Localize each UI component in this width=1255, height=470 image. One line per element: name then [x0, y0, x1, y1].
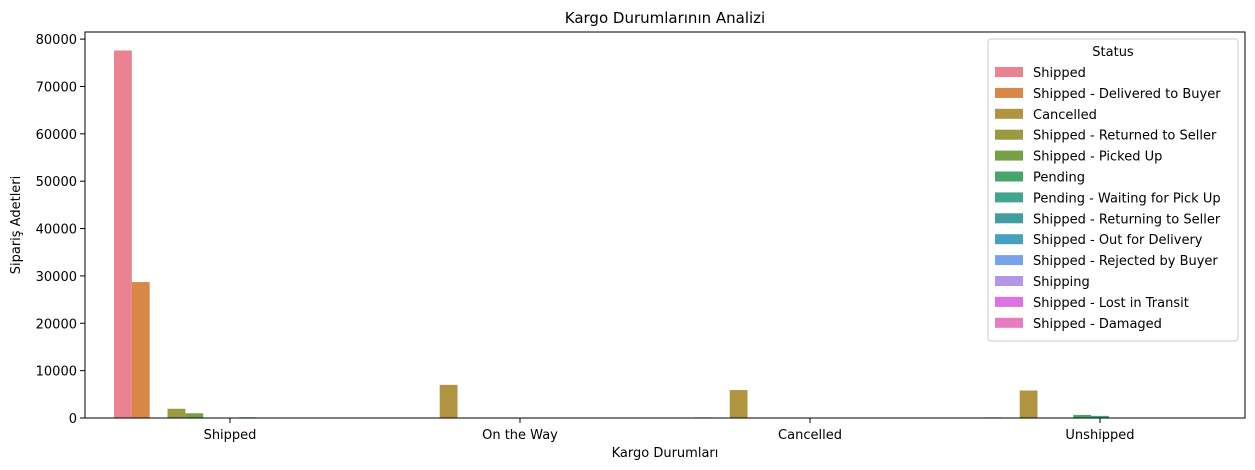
- legend-swatch: [995, 67, 1023, 77]
- legend-swatch: [995, 87, 1023, 98]
- bar-0-3: [167, 408, 186, 418]
- plot-frame: [84, 31, 1246, 419]
- legend-entry: Cancelled: [1033, 108, 1097, 123]
- legend-box: [987, 38, 1239, 342]
- y-tick-label: 50000: [36, 175, 77, 190]
- bar-3-5: [1073, 414, 1092, 418]
- bar-2-2: [729, 390, 748, 418]
- y-tick-label: 70000: [36, 80, 77, 95]
- legend: Status Shipped Shipped - Delivered to Buye…: [987, 38, 1239, 342]
- legend-swatch: [995, 276, 1023, 286]
- legend-swatch: [995, 129, 1023, 140]
- x-tick-label: On the Way: [482, 428, 558, 443]
- legend-entry: Shipped - Returning to Seller: [1033, 212, 1221, 227]
- legend-entry: Shipped: [1033, 66, 1086, 81]
- x-axis-label: Kargo Durumları: [612, 446, 719, 461]
- bars-group: [114, 50, 1109, 419]
- legend-swatch: [995, 150, 1023, 161]
- x-tick-label: Shipped: [204, 428, 257, 443]
- bar-3-2: [1019, 390, 1038, 418]
- legend-entry: Pending - Waiting for Pick Up: [1033, 191, 1221, 206]
- legend-swatch: [995, 171, 1023, 182]
- legend-swatch: [995, 234, 1023, 245]
- x-tick-label: Cancelled: [778, 428, 842, 443]
- legend-entry: Shipped - Damaged: [1033, 317, 1162, 332]
- legend-swatch: [995, 317, 1023, 328]
- legend-entry: Shipped - Delivered to Buyer: [1033, 87, 1221, 102]
- bar-0-4: [185, 413, 204, 418]
- legend-swatch: [995, 108, 1023, 119]
- y-tick-label: 80000: [36, 33, 77, 48]
- legend-swatch: [995, 296, 1023, 307]
- legend-swatch: [995, 255, 1023, 266]
- chart-title: Kargo Durumlarının Analizi: [565, 9, 765, 27]
- y-tick-label: 60000: [36, 128, 77, 143]
- y-tick-label: 0: [69, 412, 77, 427]
- legend-entry: Pending: [1033, 171, 1085, 186]
- bar-3-6: [1091, 415, 1109, 418]
- bar-0-0: [114, 50, 132, 419]
- legend-title: Status: [1092, 45, 1134, 60]
- y-axis-label: Sipariş Adetleri: [9, 176, 24, 275]
- y-tick-label: 40000: [36, 223, 77, 238]
- legend-entry: Shipped - Returned to Seller: [1033, 129, 1217, 144]
- legend-entry: Shipped - Out for Delivery: [1033, 233, 1203, 248]
- bar-1-2: [439, 384, 458, 418]
- legend-entry: Shipped - Lost in Transit: [1033, 296, 1189, 311]
- legend-swatch: [995, 192, 1023, 203]
- legend-swatch: [995, 213, 1023, 224]
- x-axis: Shipped On the Way Cancelled Unshipped: [204, 418, 1135, 443]
- bar-0-1: [131, 282, 150, 418]
- y-tick-label: 20000: [36, 317, 77, 332]
- y-tick-label: 30000: [36, 270, 77, 285]
- legend-entry: Shipped - Rejected by Buyer: [1033, 254, 1218, 269]
- legend-entry: Shipping: [1033, 275, 1090, 290]
- x-tick-label: Unshipped: [1065, 428, 1134, 443]
- legend-entry: Shipped - Picked Up: [1033, 150, 1162, 165]
- y-tick-label: 10000: [36, 365, 77, 380]
- y-axis: 0 10000 20000 30000 40000 50000 60000 70000 8000…: [36, 33, 85, 427]
